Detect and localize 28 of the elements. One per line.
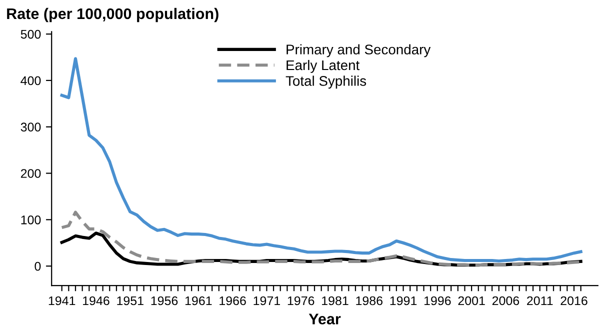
x-tick-label: 1996: [424, 296, 451, 306]
x-tick-label: 1946: [83, 296, 110, 306]
x-tick-label: 1976: [288, 296, 314, 306]
x-axis-title: Year: [308, 314, 341, 324]
y-axis-title: Rate (per 100,000 population): [7, 8, 218, 22]
x-tick-label: 1956: [151, 296, 178, 306]
x-tick-label: 1941: [48, 296, 76, 306]
x-tick-label: 2016: [560, 296, 588, 306]
y-tick-label: 400: [20, 76, 41, 86]
y-tick-label: 300: [20, 122, 41, 132]
x-tick-label: 1991: [390, 296, 417, 306]
x-tick-label: 1966: [220, 296, 246, 306]
x-tick-label: 2011: [527, 296, 553, 306]
legend-label: Early Latent: [286, 60, 360, 73]
y-tick-label: 100: [21, 215, 41, 224]
legend-label: Total Syphilis: [286, 76, 366, 89]
x-tick-label: 1981: [322, 296, 348, 306]
y-tick-label: 0: [34, 262, 41, 271]
x-tick-label: 1971: [254, 296, 280, 306]
legend-label: Primary and Secondary: [286, 44, 431, 58]
x-tick-label: 2006: [492, 296, 520, 306]
y-tick-label: 200: [20, 169, 41, 178]
y-tick-label: 500: [20, 30, 41, 39]
x-tick-label: 2001: [458, 296, 485, 306]
x-tick-label: 1986: [356, 296, 382, 306]
line-series: [60, 57, 582, 263]
x-tick-label: 1961: [185, 296, 212, 306]
x-tick-label: 1951: [117, 296, 144, 306]
